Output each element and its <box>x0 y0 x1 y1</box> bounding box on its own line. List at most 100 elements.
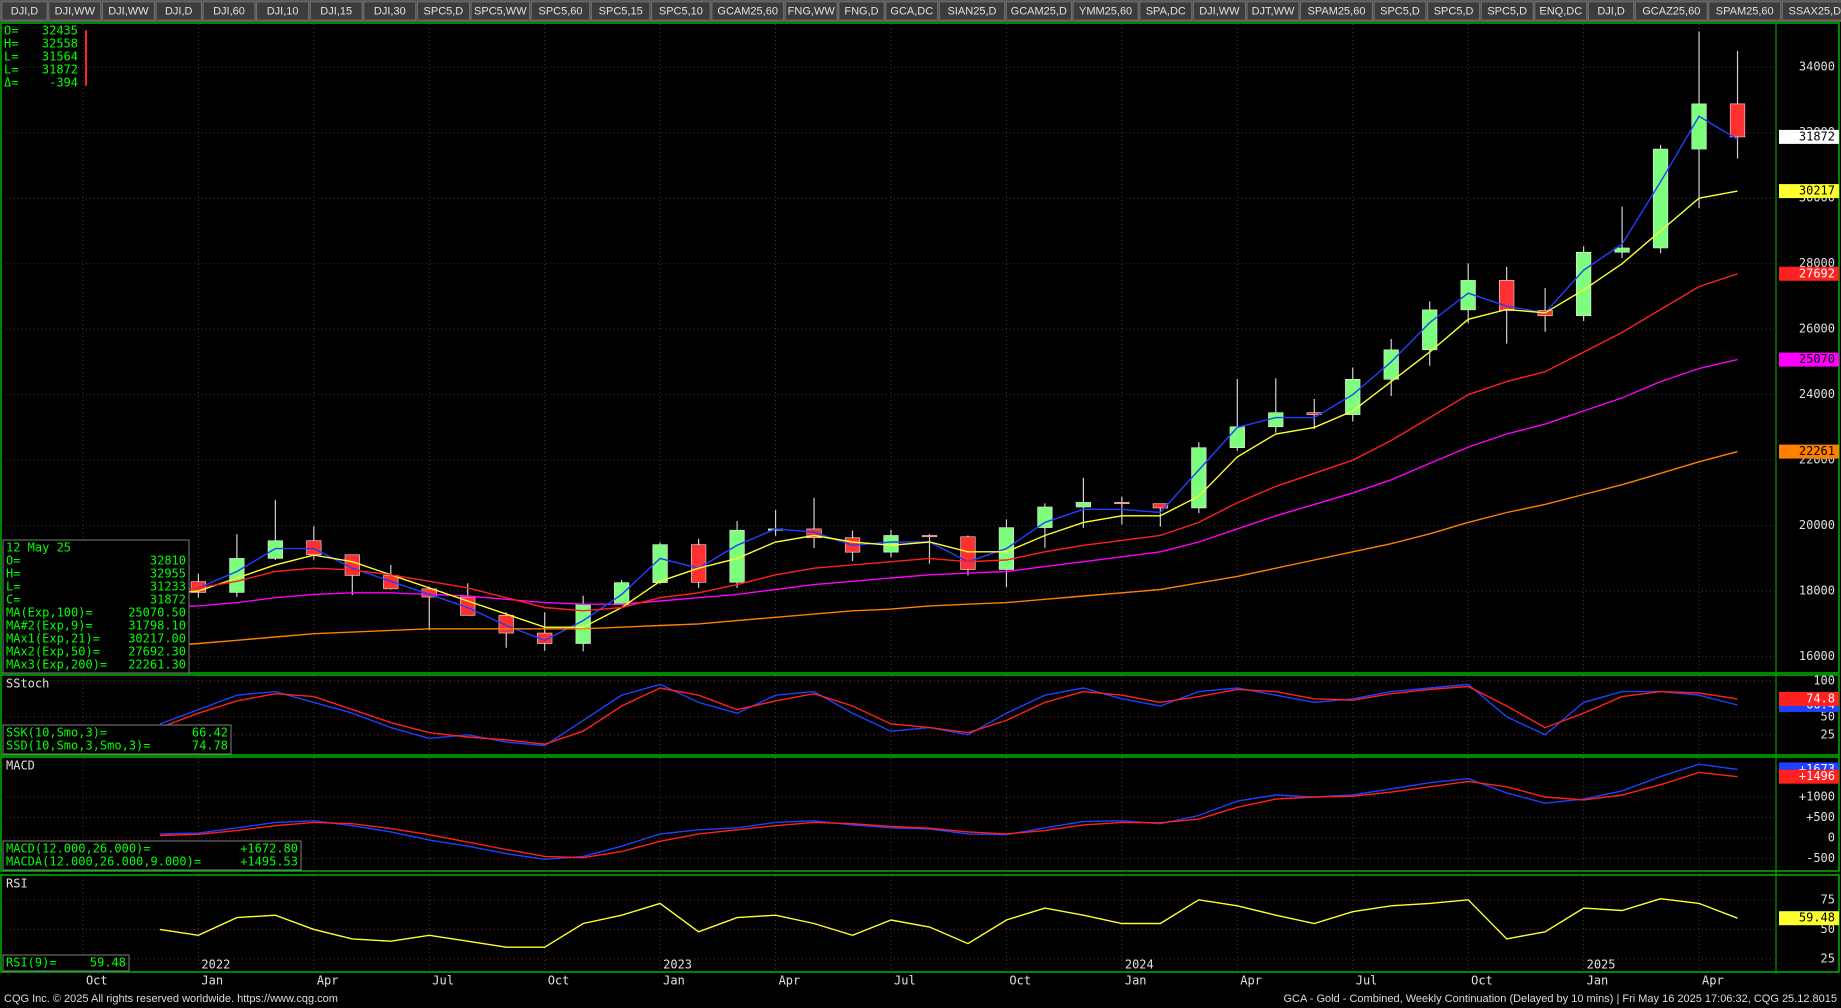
tab[interactable]: SPC5,D <box>1427 1 1480 21</box>
tab-bg[interactable] <box>1373 1 1427 21</box>
x-tick-label: Jan <box>663 974 685 988</box>
tab-bg[interactable] <box>1635 1 1708 21</box>
tab-label[interactable]: DJI,D <box>1597 5 1625 17</box>
tab-label[interactable]: GCAM25,60 <box>717 5 778 17</box>
tab-bg[interactable] <box>1782 1 1841 21</box>
tab[interactable]: DJI,30 <box>363 1 416 21</box>
tab-bg[interactable] <box>310 1 363 21</box>
tab-label[interactable]: DJI,15 <box>320 5 352 17</box>
tab[interactable]: SIAN25,D <box>939 1 1005 21</box>
tab-bg[interactable] <box>785 1 838 21</box>
tab[interactable]: SPC5,10 <box>651 1 711 21</box>
tab-bg[interactable] <box>470 1 530 21</box>
tab-label[interactable]: SPC5,D <box>1380 5 1420 17</box>
tab-label[interactable]: SPC5,D <box>1434 5 1474 17</box>
tab-label[interactable]: DJI,WW <box>55 5 96 17</box>
tab-label[interactable]: SPC5,D <box>424 5 464 17</box>
tab-label[interactable]: DJI,D <box>11 5 39 17</box>
tab-label[interactable]: GCA,DC <box>890 5 933 17</box>
tab-label[interactable]: FNG,WW <box>788 5 836 17</box>
tab-bg[interactable] <box>202 1 256 21</box>
tab[interactable]: DJI,60 <box>202 1 256 21</box>
tab-label[interactable]: SPC5,60 <box>538 5 582 17</box>
tab[interactable]: FNG,WW <box>785 1 838 21</box>
tab[interactable]: SPC5,D <box>1481 1 1534 21</box>
tab[interactable]: SPC5,D <box>417 1 470 21</box>
tab-bg[interactable] <box>1 1 48 21</box>
tab[interactable]: YMM25,60 <box>1072 1 1139 21</box>
tab[interactable]: SPAM25,60 <box>1300 1 1373 21</box>
tab-bg[interactable] <box>711 1 784 21</box>
tab-label[interactable]: GCAZ25,60 <box>1642 5 1700 17</box>
tab[interactable]: GCAZ25,60 <box>1635 1 1708 21</box>
tab[interactable]: DJI,WW <box>1193 1 1246 21</box>
tab-bg[interactable] <box>417 1 470 21</box>
tab-bg[interactable] <box>1427 1 1480 21</box>
tab-bg[interactable] <box>531 1 590 21</box>
tab-bg[interactable] <box>939 1 1005 21</box>
tab-bg[interactable] <box>1481 1 1534 21</box>
tab-bg[interactable] <box>1708 1 1781 21</box>
tab-bg[interactable] <box>1246 1 1300 21</box>
tab-bg[interactable] <box>48 1 101 21</box>
tab-label[interactable]: SPC5,10 <box>659 5 703 17</box>
tab-label[interactable]: SIAN25,D <box>948 5 997 17</box>
tab-bg[interactable] <box>1006 1 1072 21</box>
tab[interactable]: DJI,10 <box>256 1 309 21</box>
tab-label[interactable]: SPA,DC <box>1146 5 1186 17</box>
tab[interactable]: DJI,D <box>1588 1 1634 21</box>
tab-bg[interactable] <box>1139 1 1192 21</box>
tab[interactable]: DJI,D <box>1 1 48 21</box>
tab-bg[interactable] <box>155 1 202 21</box>
tab[interactable]: SPC5,WW <box>470 1 530 21</box>
tab-bg[interactable] <box>591 1 651 21</box>
tab[interactable]: DJT,WW <box>1246 1 1300 21</box>
tab-bg[interactable] <box>1300 1 1373 21</box>
tab-bg[interactable] <box>1534 1 1587 21</box>
tab-label[interactable]: DJI,WW <box>108 5 149 17</box>
tab[interactable]: SPC5,15 <box>591 1 651 21</box>
tab-bg[interactable] <box>363 1 416 21</box>
tab[interactable]: SSAX25,D <box>1782 1 1841 21</box>
tab[interactable]: DJI,15 <box>310 1 363 21</box>
tab-bg[interactable] <box>102 1 155 21</box>
tab[interactable]: GCA,DC <box>885 1 938 21</box>
tab[interactable]: ENQ,DC <box>1534 1 1587 21</box>
tab[interactable]: SPA,DC <box>1139 1 1192 21</box>
tab-bg[interactable] <box>1193 1 1246 21</box>
tab[interactable]: DJI,D <box>155 1 202 21</box>
tab[interactable]: SPC5,D <box>1373 1 1427 21</box>
tab-label[interactable]: DJI,D <box>165 5 193 17</box>
tab[interactable]: DJI,WW <box>102 1 155 21</box>
tab-label[interactable]: GCAM25,D <box>1011 5 1067 17</box>
candle-body <box>1422 309 1438 351</box>
tab-label[interactable]: DJI,10 <box>267 5 299 17</box>
tab-label[interactable]: SPC5,D <box>1487 5 1527 17</box>
tab-label[interactable]: SSAX25,D <box>1789 5 1841 17</box>
tab[interactable]: GCAM25,60 <box>711 1 784 21</box>
tab-label[interactable]: SPAM25,60 <box>1716 5 1774 17</box>
tab[interactable]: GCAM25,D <box>1006 1 1072 21</box>
tab-bg[interactable] <box>651 1 711 21</box>
tab-bg[interactable] <box>256 1 309 21</box>
tab-label[interactable]: DJT,WW <box>1252 5 1295 17</box>
tab[interactable]: SPC5,60 <box>531 1 590 21</box>
tab-label[interactable]: SPC5,15 <box>599 5 643 17</box>
tab-label[interactable]: YMM25,60 <box>1079 5 1132 17</box>
tab-label[interactable]: DJI,60 <box>213 5 245 17</box>
tab-label[interactable]: ENQ,DC <box>1539 5 1582 17</box>
tab-label[interactable]: FNG,D <box>844 5 878 17</box>
tab[interactable]: DJI,WW <box>48 1 101 21</box>
tab-bg[interactable] <box>1072 1 1139 21</box>
tab-label[interactable]: SPAM25,60 <box>1308 5 1366 17</box>
year-label: 2023 <box>663 958 692 972</box>
tab-bg[interactable] <box>838 1 885 21</box>
tab-label[interactable]: DJI,WW <box>1199 5 1240 17</box>
tab-label[interactable]: SPC5,WW <box>474 5 527 17</box>
tab[interactable]: SPAM25,60 <box>1708 1 1781 21</box>
tab-label[interactable]: DJI,30 <box>374 5 406 17</box>
info-label: H= <box>6 567 20 581</box>
tab-bg[interactable] <box>1588 1 1634 21</box>
tab-bg[interactable] <box>885 1 938 21</box>
tab[interactable]: FNG,D <box>838 1 885 21</box>
